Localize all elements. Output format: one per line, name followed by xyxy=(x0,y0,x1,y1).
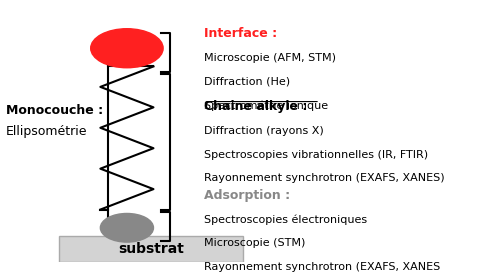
Text: Spectrométrie ionique: Spectrométrie ionique xyxy=(204,100,328,111)
Text: Ellipsométrie: Ellipsométrie xyxy=(6,125,88,138)
Circle shape xyxy=(91,29,163,68)
Circle shape xyxy=(100,213,153,242)
Text: Microscopie (STM): Microscopie (STM) xyxy=(204,238,306,248)
Text: Spectroscopies vibrationnelles (IR, FTIR): Spectroscopies vibrationnelles (IR, FTIR… xyxy=(204,150,428,160)
Text: Diffraction (rayons X): Diffraction (rayons X) xyxy=(204,126,324,136)
Text: Chaine alkyle :: Chaine alkyle : xyxy=(204,100,308,113)
Bar xyxy=(59,236,243,262)
Text: Rayonnement synchrotron (EXAFS, XANES: Rayonnement synchrotron (EXAFS, XANES xyxy=(204,262,440,272)
Text: Adsorption :: Adsorption : xyxy=(204,189,290,202)
Text: Rayonnement synchrotron (EXAFS, XANES): Rayonnement synchrotron (EXAFS, XANES) xyxy=(204,173,445,183)
Text: Monocouche :: Monocouche : xyxy=(6,104,103,117)
Text: substrat: substrat xyxy=(118,242,184,256)
Text: Diffraction (He): Diffraction (He) xyxy=(204,77,290,87)
Text: Microscopie (AFM, STM): Microscopie (AFM, STM) xyxy=(204,54,336,63)
Text: Interface :: Interface : xyxy=(204,27,277,40)
Text: Spectroscopies électroniques: Spectroscopies électroniques xyxy=(204,215,367,225)
